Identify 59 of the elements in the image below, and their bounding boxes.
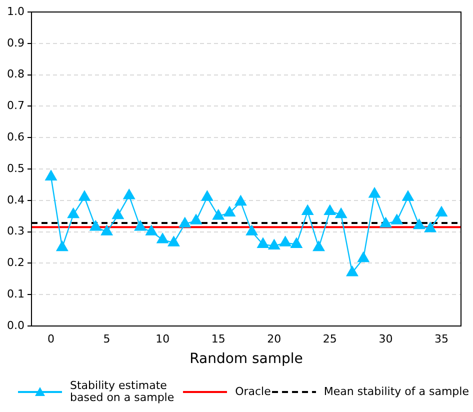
point [112, 208, 124, 220]
point [56, 240, 68, 252]
y-tick-label: 0.2 [6, 256, 24, 270]
point [146, 225, 158, 236]
point [324, 204, 336, 215]
point [224, 206, 236, 217]
point [335, 208, 347, 218]
x-tick-label: 10 [156, 332, 170, 346]
y-tick-label: 1.0 [6, 4, 24, 18]
point [257, 238, 269, 248]
legend-label: Stability estimate based on a sample [70, 379, 176, 404]
point [201, 190, 213, 201]
point [123, 189, 135, 200]
point [45, 170, 57, 180]
point [413, 218, 425, 230]
y-tick-label: 0.5 [6, 162, 24, 175]
point [346, 266, 358, 276]
point [358, 252, 370, 262]
x-tick-label: 20 [267, 332, 282, 346]
point [78, 190, 90, 201]
point [436, 206, 448, 217]
y-tick-label: 0.9 [6, 36, 24, 50]
x-tick-label: 25 [322, 332, 337, 346]
point [246, 225, 258, 236]
x-tick-label: 30 [378, 332, 393, 346]
y-tick-label: 0.7 [6, 99, 24, 112]
point [90, 220, 102, 231]
point [190, 214, 202, 224]
x-tick-label: 0 [48, 332, 55, 346]
x-tick-label: 15 [211, 332, 226, 346]
point [234, 195, 246, 206]
point [290, 238, 302, 248]
point [312, 240, 325, 252]
x-axis-title: Random sample [190, 351, 303, 368]
point [279, 236, 292, 246]
point [156, 233, 168, 244]
legend-label: Oracle [235, 385, 271, 398]
y-tick-label: 0.0 [6, 318, 24, 332]
point [68, 208, 80, 218]
point [179, 217, 191, 228]
y-tick-label: 0.4 [6, 193, 24, 206]
y-tick-label: 0.3 [6, 224, 24, 238]
point [391, 214, 403, 224]
point [302, 204, 314, 215]
point [134, 220, 146, 231]
y-tick-label: 0.6 [6, 130, 24, 144]
y-tick-label: 0.1 [6, 287, 24, 300]
point [380, 217, 392, 228]
point [168, 236, 180, 246]
x-tick-label: 5 [103, 332, 110, 346]
point [368, 188, 380, 198]
point [212, 210, 224, 220]
point [101, 225, 113, 236]
point [424, 222, 436, 232]
point [402, 190, 414, 201]
point [268, 239, 280, 250]
y-tick-label: 0.8 [6, 68, 24, 81]
legend-label: Mean stability of a sample [324, 385, 469, 398]
x-tick-label: 35 [434, 332, 448, 346]
